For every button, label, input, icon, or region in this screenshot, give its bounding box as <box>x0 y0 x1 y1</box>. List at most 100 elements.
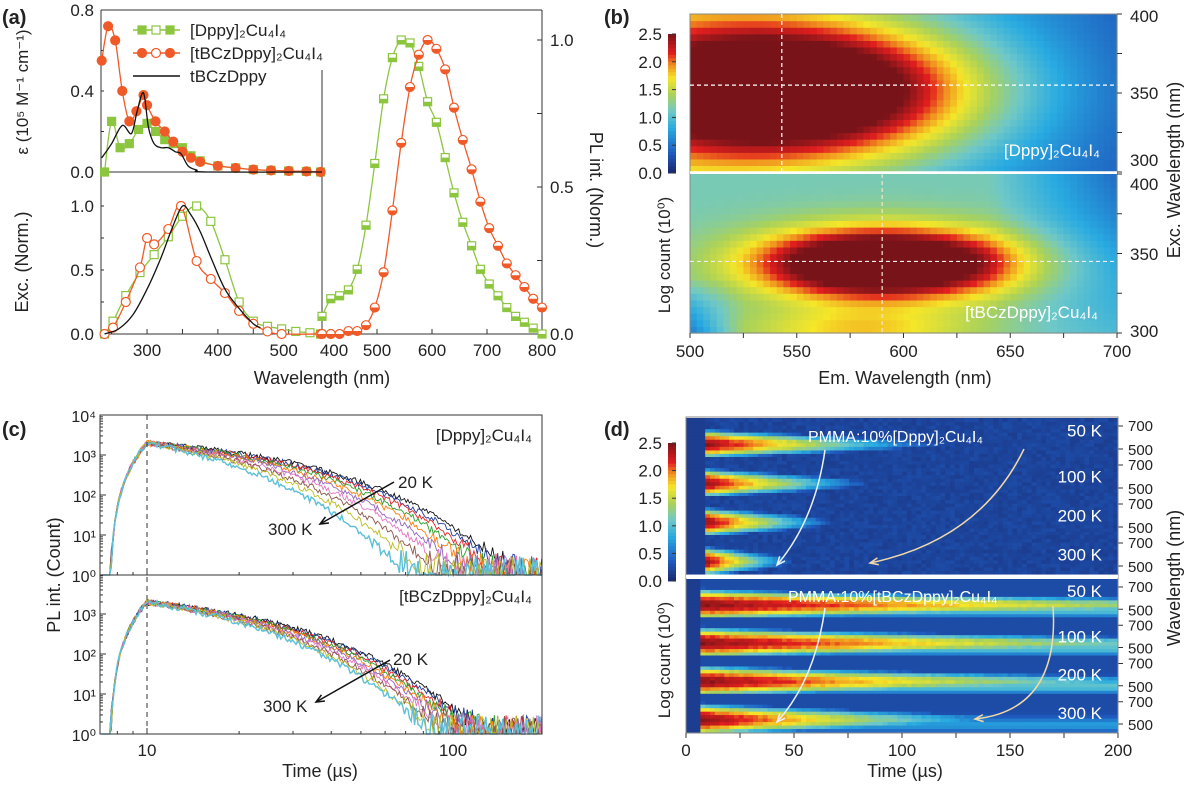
heatmap-cell <box>887 442 893 447</box>
heatmap-cell <box>843 86 851 94</box>
heatmap-cell <box>1110 200 1118 208</box>
panel-label-b: (b) <box>604 7 630 29</box>
heatmap-cell <box>801 474 807 479</box>
heatmap-cell <box>770 233 778 241</box>
heatmap-cell <box>796 158 805 166</box>
heatmap-cell <box>750 187 758 195</box>
heatmap-cell <box>776 46 784 55</box>
heatmap-cell <box>969 446 975 451</box>
heatmap-cell <box>703 79 711 87</box>
heatmap-cell <box>976 306 985 314</box>
heatmap-cell <box>863 60 871 68</box>
heatmap-cell <box>921 432 927 437</box>
heatmap-cell <box>910 273 918 281</box>
heatmap-cell <box>940 446 946 451</box>
heatmap-cell <box>1103 240 1111 248</box>
heatmap-cell <box>976 319 985 328</box>
pl-marker-fill <box>449 107 459 113</box>
heatmap-cell <box>926 449 932 454</box>
heatmap-cell <box>743 481 749 486</box>
heatmap-cell <box>825 492 831 497</box>
heatmap-cell <box>1003 27 1011 35</box>
heatmap-cell <box>690 260 698 268</box>
heatmap-cell <box>756 40 764 48</box>
heatmap-cell <box>690 125 698 134</box>
heatmap-cell <box>1003 313 1011 321</box>
heatmap-cell <box>756 112 764 120</box>
heatmap-cell <box>748 418 754 423</box>
heatmap-cell <box>743 33 751 41</box>
heatmap-cell <box>820 435 826 440</box>
heatmap-cell <box>1097 273 1105 281</box>
heatmap-cell <box>696 253 704 261</box>
heatmap-cell <box>854 425 860 430</box>
heatmap-cell <box>696 174 704 182</box>
heatmap-cell <box>963 293 971 301</box>
heatmap-cell <box>1050 86 1058 94</box>
heatmap-cell <box>1036 200 1045 208</box>
heatmap-cell <box>943 246 951 255</box>
heatmap-cell <box>776 132 784 140</box>
heatmap-cell <box>810 79 818 87</box>
heatmap-cell <box>803 119 811 127</box>
heatmap-cell <box>823 93 831 101</box>
heatmap-cell <box>810 439 817 444</box>
heatmap-cell <box>943 213 951 222</box>
heatmap-cell <box>834 485 841 490</box>
heatmap-cell <box>705 464 711 469</box>
heatmap-cell <box>976 73 985 81</box>
heatmap-cell <box>943 99 951 107</box>
heatmap-cell <box>743 280 751 288</box>
heatmap-cell <box>863 40 871 48</box>
colorbar-segment <box>668 117 676 122</box>
heatmap-cell <box>990 119 998 127</box>
heatmap-cell <box>976 187 985 195</box>
heatmap-cell <box>803 125 811 134</box>
heatmap-cell <box>690 207 698 215</box>
heatmap-cell <box>996 112 1005 120</box>
legend-label: tBCzDppy <box>190 67 267 86</box>
heatmap-cell <box>890 86 898 94</box>
heatmap-cell <box>882 418 889 423</box>
heatmap-cell <box>714 453 721 458</box>
heatmap-cell <box>1012 453 1018 458</box>
excitation-marker <box>291 326 301 337</box>
heatmap-cell <box>1016 319 1025 328</box>
heatmap-cell <box>803 306 811 314</box>
heatmap-cell <box>1036 174 1045 182</box>
heatmap-cell <box>863 418 869 423</box>
heatmap-cell <box>767 488 773 493</box>
heatmap-cell <box>963 299 971 308</box>
heatmap-cell <box>850 240 858 248</box>
heatmap-cell <box>791 457 797 462</box>
heatmap-cell <box>1097 326 1105 334</box>
heatmap-cell <box>1036 145 1045 153</box>
heatmap-cell <box>791 442 797 447</box>
heatmap-cell <box>1110 220 1118 228</box>
heatmap-cell <box>830 449 836 454</box>
heatmap-cell <box>1063 73 1071 81</box>
heatmap-cell <box>825 464 831 469</box>
heatmap-cell <box>1036 165 1045 173</box>
heatmap-cell <box>719 428 725 433</box>
heatmap-cell <box>1070 240 1078 248</box>
heatmap-cell <box>850 40 858 48</box>
heatmap-cell <box>1016 286 1025 294</box>
heatmap-cell <box>1108 439 1114 444</box>
heatmap-cell <box>776 27 784 35</box>
heatmap-cell <box>783 125 791 134</box>
heatmap-cell <box>1002 449 1009 454</box>
heatmap-cell <box>839 467 845 472</box>
heatmap-cell <box>943 158 951 166</box>
heatmap-cell <box>1023 260 1031 268</box>
heatmap-cell <box>870 293 878 301</box>
heatmap-cell <box>1016 27 1025 35</box>
heatmap-cell <box>703 33 711 41</box>
heatmap-cell <box>810 464 817 469</box>
heatmap-cell <box>1110 213 1118 222</box>
heatmap-cell <box>1050 158 1058 166</box>
heatmap-cell <box>863 86 871 94</box>
heatmap-cell <box>810 20 818 28</box>
heatmap-cell <box>1065 446 1071 451</box>
heatmap-cell <box>1089 421 1095 426</box>
